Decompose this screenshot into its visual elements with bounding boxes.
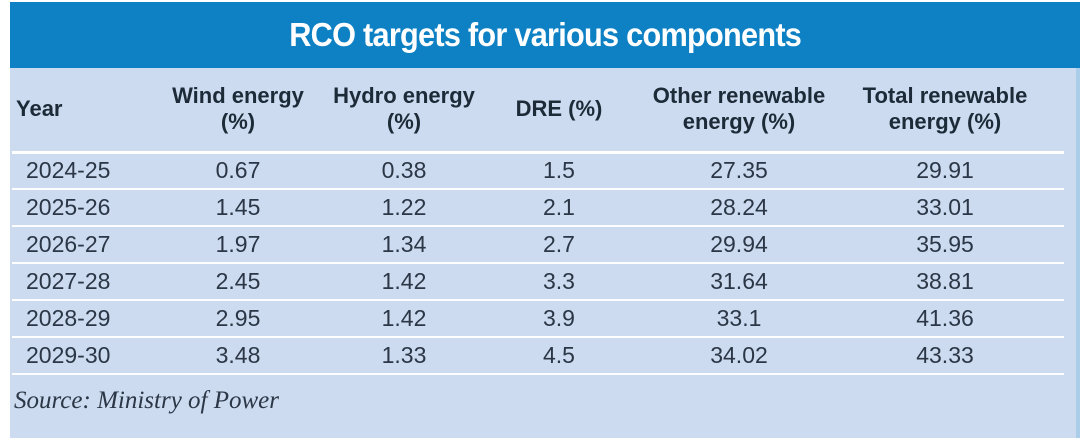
cell-wind: 1.97	[215, 231, 261, 257]
chart-title: RCO targets for various components	[289, 16, 802, 53]
source-note: Source: Ministry of Power	[14, 387, 280, 414]
cell-hydro: 1.42	[381, 268, 427, 294]
table-row: 2024-25 0.67 0.38 1.5 27.35 29.91	[12, 152, 1064, 189]
cell-hydro: 1.22	[381, 194, 427, 220]
cell-total: 29.91	[916, 157, 974, 184]
cell-year: 2029-30	[26, 342, 111, 368]
cell-dre: 4.5	[543, 342, 575, 368]
cell-wind: 0.67	[215, 157, 261, 184]
cell-year: 2024-25	[26, 157, 111, 184]
cell-total: 41.36	[916, 305, 974, 331]
cell-hydro: 1.33	[381, 342, 427, 368]
table-row: 2029-30 3.48 1.33 4.5 34.02 43.33	[12, 337, 1064, 374]
cell-other: 29.94	[710, 231, 768, 257]
col-header-dre: DRE (%)	[515, 96, 603, 122]
table-row: 2026-27 1.97 1.34 2.7 29.94 35.95	[12, 226, 1064, 263]
col-header-wind-energy: Wind energy (%)	[172, 83, 304, 135]
cell-dre: 1.5	[543, 157, 575, 184]
cell-wind: 3.48	[215, 342, 261, 368]
cell-wind: 2.95	[215, 305, 261, 331]
cell-other: 28.24	[710, 194, 768, 220]
rco-targets-table: Year Wind energy (%) Hydro energy (%) DR…	[12, 68, 1064, 375]
cell-other: 31.64	[710, 268, 768, 294]
cell-total: 35.95	[916, 231, 974, 257]
cell-hydro: 1.42	[381, 305, 427, 331]
col-header-hydro-energy: Hydro energy (%)	[333, 83, 475, 135]
table-row: 2027-28 2.45 1.42 3.3 31.64 38.81	[12, 263, 1064, 300]
col-header-year: Year	[16, 96, 63, 122]
cell-total: 43.33	[916, 342, 974, 368]
table-row: 2028-29 2.95 1.42 3.9 33.1 41.36	[12, 300, 1064, 337]
title-bar: RCO targets for various components	[10, 2, 1080, 68]
cell-year: 2028-29	[26, 305, 111, 331]
cell-dre: 3.9	[543, 305, 575, 331]
cell-other: 34.02	[710, 342, 768, 368]
cell-total: 33.01	[916, 194, 974, 220]
cell-year: 2025-26	[26, 194, 111, 220]
table-panel: Year Wind energy (%) Hydro energy (%) DR…	[10, 68, 1076, 438]
cell-total: 38.81	[916, 268, 974, 294]
cell-year: 2026-27	[26, 231, 111, 257]
right-edge-strip	[1076, 68, 1080, 438]
cell-hydro: 0.38	[381, 157, 427, 184]
cell-other: 27.35	[710, 157, 768, 184]
cell-dre: 3.3	[543, 268, 575, 294]
cell-dre: 2.7	[543, 231, 575, 257]
table-row: 2025-26 1.45 1.22 2.1 28.24 33.01	[12, 189, 1064, 226]
col-header-other-renewable: Other renewable energy (%)	[652, 83, 826, 135]
col-header-total-renewable: Total renewable energy (%)	[862, 83, 1028, 135]
cell-wind: 2.45	[215, 268, 261, 294]
cell-year: 2027-28	[26, 268, 111, 294]
cell-dre: 2.1	[543, 194, 575, 220]
cell-other: 33.1	[716, 305, 762, 331]
cell-hydro: 1.34	[381, 231, 427, 257]
cell-wind: 1.45	[215, 194, 261, 220]
header-row: Year Wind energy (%) Hydro energy (%) DR…	[12, 68, 1064, 152]
